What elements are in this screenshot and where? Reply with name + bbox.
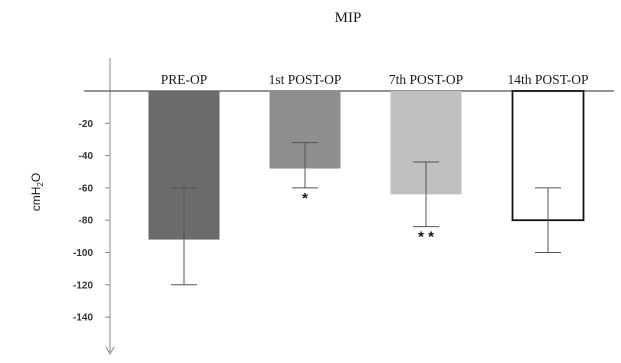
significance-marker: * * <box>418 229 434 246</box>
y-tick-label: -120 <box>73 280 93 291</box>
category-label: PRE-OP <box>161 72 208 87</box>
category-label: 1st POST-OP <box>269 72 342 87</box>
y-axis-arrow-icon <box>105 346 115 356</box>
y-axis-label: cmH2O <box>29 173 45 211</box>
category-label: 7th POST-OP <box>389 72 463 87</box>
y-tick-label: -40 <box>79 151 94 162</box>
svg-text:cmH2O: cmH2O <box>29 173 45 211</box>
category-label: 14th POST-OP <box>508 72 589 87</box>
y-tick-label: -140 <box>73 313 93 324</box>
y-tick-label: -20 <box>79 119 94 130</box>
y-tick-label: -80 <box>79 216 94 227</box>
significance-marker: * <box>302 190 308 207</box>
chart-title: MIP <box>335 10 362 26</box>
y-tick-label: -100 <box>73 248 93 259</box>
y-tick-label: -60 <box>79 183 94 194</box>
